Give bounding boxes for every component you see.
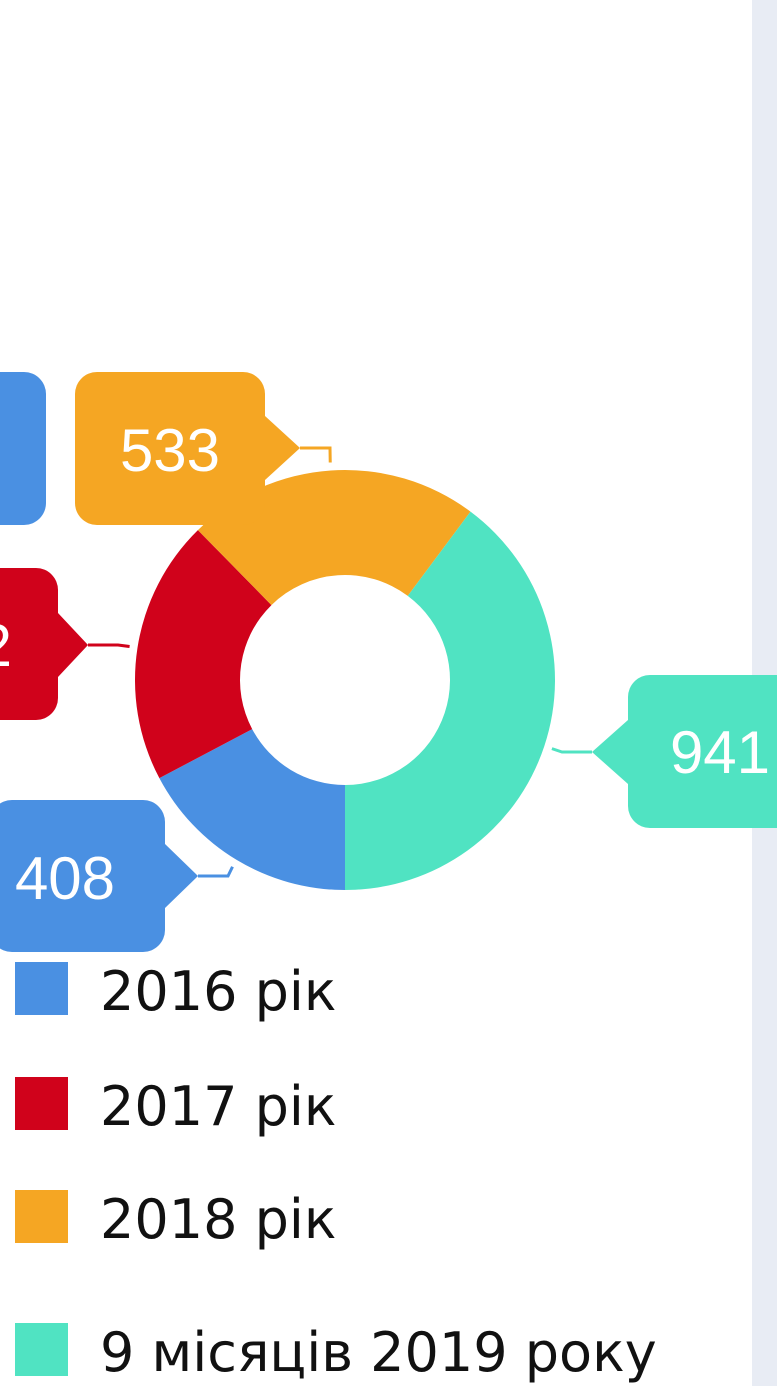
- value-label: 482: [0, 612, 12, 679]
- donut-slice: [134, 530, 272, 779]
- leader-line: [198, 866, 234, 878]
- legend-label: 2017 рік: [100, 1075, 337, 1138]
- cropped-callout: [0, 372, 46, 525]
- legend-label: 2016 рік: [100, 960, 337, 1023]
- donut-slice: [345, 511, 555, 890]
- value-label: 533: [120, 417, 220, 484]
- legend-label: 9 місяців 2019 року: [100, 1321, 657, 1384]
- leader-line: [551, 747, 592, 754]
- donut-slice: [159, 729, 345, 890]
- legend-swatch: [15, 1077, 68, 1130]
- donut-slice: [197, 470, 471, 606]
- callout-pointer: [592, 720, 628, 784]
- callout-box: [0, 568, 58, 720]
- legend-label: 2018 рік: [100, 1188, 337, 1251]
- callout-pointer: [58, 613, 88, 677]
- legend-swatch: [15, 1323, 68, 1376]
- leader-line: [300, 446, 332, 463]
- callout-box: [628, 675, 777, 828]
- value-label: 941: [670, 719, 770, 786]
- callout-box: [0, 800, 165, 952]
- callout-pointer: [265, 416, 300, 480]
- value-label: 408: [15, 845, 115, 912]
- leader-line: [88, 643, 130, 649]
- callout-pointer: [165, 844, 198, 908]
- callout-box: [75, 372, 265, 525]
- legend-swatch: [15, 1190, 68, 1243]
- legend-swatch: [15, 962, 68, 1015]
